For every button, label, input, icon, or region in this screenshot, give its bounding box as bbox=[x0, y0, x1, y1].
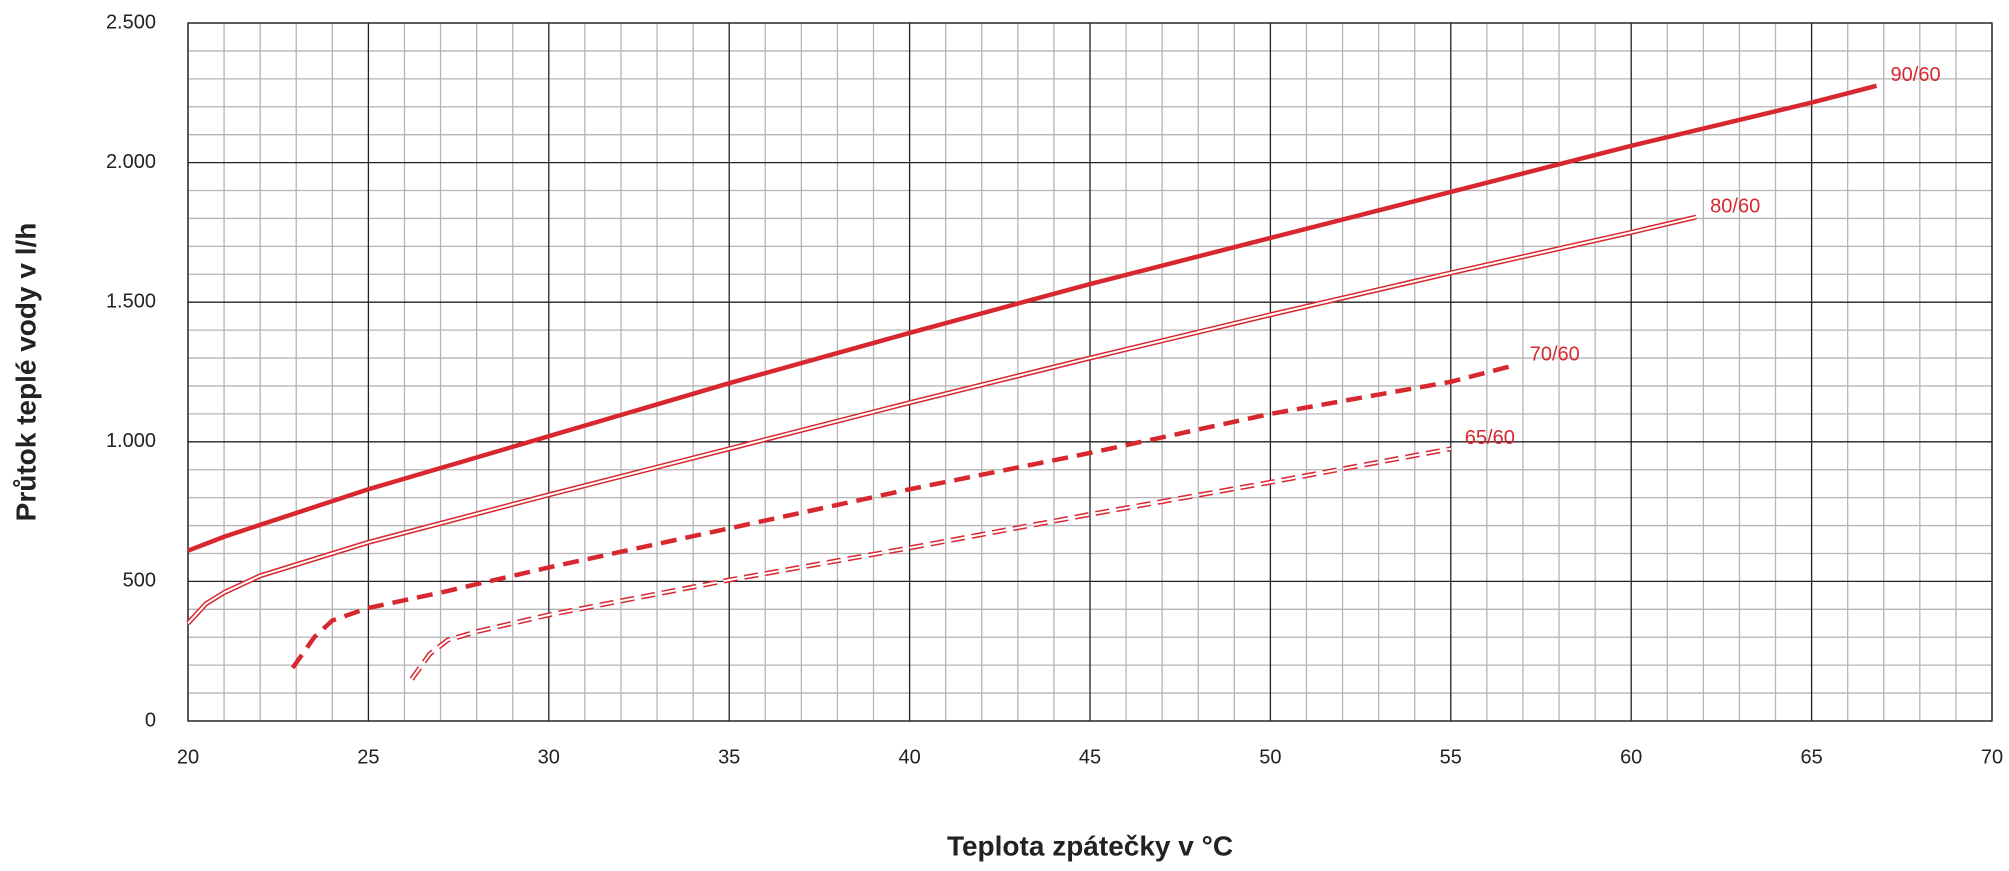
series-line-inner bbox=[187, 216, 1697, 624]
x-tick-label: 50 bbox=[1259, 746, 1281, 768]
y-tick-label: 500 bbox=[123, 570, 156, 592]
x-tick-label: 60 bbox=[1620, 746, 1642, 768]
y-tick-label: 2.000 bbox=[106, 151, 156, 173]
x-axis-title: Teplota zpátečky v °C bbox=[947, 830, 1233, 861]
series-label: 90/60 bbox=[1891, 64, 1941, 86]
x-tick-label: 35 bbox=[718, 746, 740, 768]
y-axis-title: Průtok teplé vody v l/h bbox=[10, 223, 41, 522]
y-tick-label: 1.000 bbox=[106, 430, 156, 452]
x-tick-label: 45 bbox=[1079, 746, 1101, 768]
x-tick-label: 55 bbox=[1440, 746, 1462, 768]
x-tick-label: 25 bbox=[357, 746, 379, 768]
y-tick-label: 0 bbox=[145, 709, 156, 731]
series-label: 70/60 bbox=[1530, 343, 1580, 365]
series-line bbox=[290, 362, 1517, 670]
x-tick-label: 65 bbox=[1800, 746, 1822, 768]
x-tick-label: 40 bbox=[898, 746, 920, 768]
series-label: 65/60 bbox=[1465, 427, 1515, 449]
series-line bbox=[187, 83, 1878, 553]
x-tick-label: 30 bbox=[538, 746, 560, 768]
series-line-inner bbox=[410, 447, 1451, 680]
series-label: 80/60 bbox=[1710, 195, 1760, 217]
y-tick-label: 2.500 bbox=[106, 11, 156, 33]
x-tick-label: 20 bbox=[177, 746, 199, 768]
x-tick-label: 70 bbox=[1981, 746, 2003, 768]
y-tick-label: 1.500 bbox=[106, 290, 156, 312]
plot-border bbox=[187, 22, 1993, 722]
